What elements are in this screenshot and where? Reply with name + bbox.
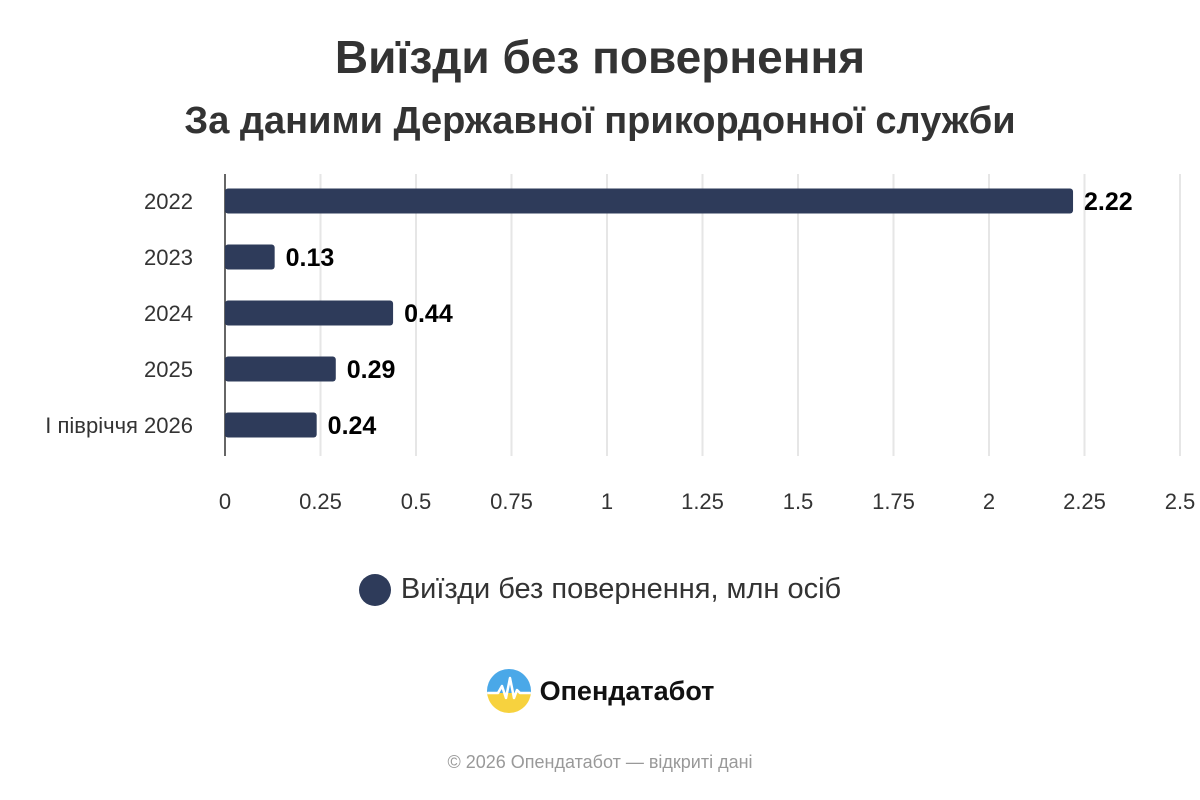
category-label: I півріччя 2026 <box>45 413 193 438</box>
legend-label: Виїзди без повернення, млн осіб <box>400 573 842 605</box>
x-tick-label: 0.25 <box>299 489 342 514</box>
category-label: 2025 <box>144 357 193 382</box>
bars <box>225 188 1074 438</box>
legend: Виїзди без повернення, млн осіб <box>0 573 1200 606</box>
x-tick-label: 2.5 <box>1165 489 1196 514</box>
data-label: 0.13 <box>286 244 335 272</box>
chart-subtitle: За даними Державної прикордонної служби <box>184 100 1016 142</box>
bar <box>225 244 275 270</box>
opendatabot-logo-icon <box>486 669 531 713</box>
category-label: 2022 <box>144 189 193 214</box>
x-tick-label: 0.75 <box>490 489 533 514</box>
data-label: 0.29 <box>347 356 396 384</box>
data-label: 0.44 <box>404 300 453 328</box>
footer-copyright: © 2026 Опендатабот — відкриті дані <box>447 752 753 772</box>
bar <box>225 188 1074 214</box>
x-tick-label: 1.25 <box>681 489 724 514</box>
bar <box>225 412 317 438</box>
x-tick-label: 1 <box>601 489 613 514</box>
x-tick-label: 1.5 <box>783 489 814 514</box>
labels: 0 0.25 0.5 0.75 1 1.25 1.5 1.75 2 2.25 2.5 2022 2.22… <box>45 188 1195 514</box>
x-tick-label: 0.5 <box>401 489 432 514</box>
data-label: 0.24 <box>328 412 377 440</box>
bar <box>225 356 336 382</box>
legend-swatch <box>358 573 391 606</box>
bar-chart: 0 0.25 0.5 0.75 1 1.25 1.5 1.75 2 2.25 2.5 2022 2.22… <box>45 174 1195 514</box>
brand-name: Опендатабот <box>539 675 715 706</box>
chart-title: Виїзди без повернення <box>334 31 866 83</box>
bar <box>225 300 394 326</box>
x-tick-label: 2 <box>983 489 995 514</box>
x-tick-label: 2.25 <box>1063 489 1106 514</box>
category-label: 2023 <box>144 245 193 270</box>
data-label: 2.22 <box>1084 188 1133 216</box>
x-tick-label: 0 <box>219 489 231 514</box>
x-tick-label: 1.75 <box>872 489 915 514</box>
brand: Опендатабот <box>0 668 1200 714</box>
category-label: 2024 <box>144 301 193 326</box>
